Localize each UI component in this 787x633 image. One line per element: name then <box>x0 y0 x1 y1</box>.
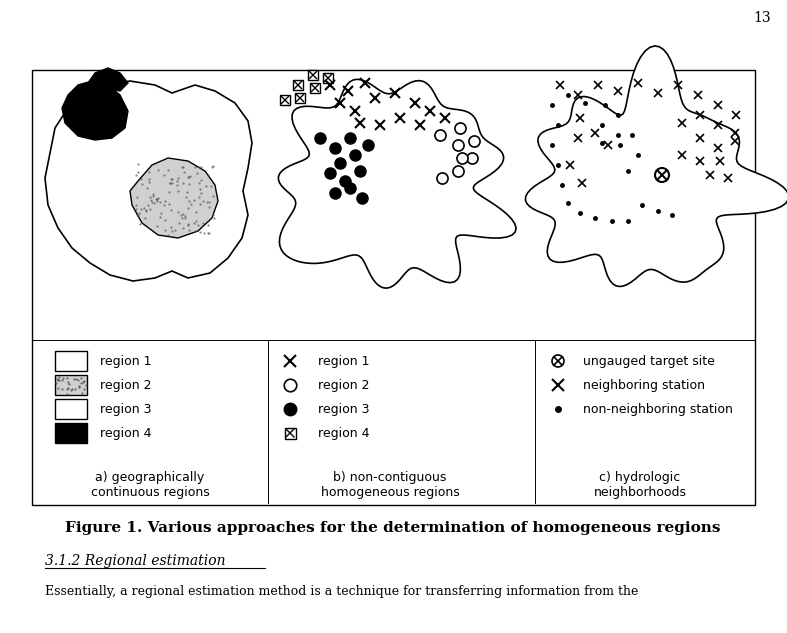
Polygon shape <box>526 46 787 287</box>
Text: region 3: region 3 <box>100 403 152 415</box>
Bar <box>293 80 303 90</box>
Bar <box>55 399 87 419</box>
Bar <box>295 93 305 103</box>
Polygon shape <box>62 81 128 140</box>
Text: c) hydrologic
neighborhoods: c) hydrologic neighborhoods <box>593 471 686 499</box>
Polygon shape <box>88 68 128 91</box>
Bar <box>55 423 87 443</box>
Bar <box>55 351 87 371</box>
Bar <box>323 73 333 83</box>
Bar <box>310 83 320 93</box>
Polygon shape <box>45 81 252 281</box>
Text: ungauged target site: ungauged target site <box>583 354 715 368</box>
Text: region 1: region 1 <box>100 354 152 368</box>
Text: region 3: region 3 <box>318 403 370 415</box>
Polygon shape <box>279 79 516 288</box>
Circle shape <box>552 355 564 367</box>
Text: non-neighboring station: non-neighboring station <box>583 403 733 415</box>
Text: b) non-contiguous
homogeneous regions: b) non-contiguous homogeneous regions <box>320 471 460 499</box>
Bar <box>280 95 290 105</box>
Text: region 2: region 2 <box>318 379 370 391</box>
Text: region 1: region 1 <box>318 354 370 368</box>
Text: neighboring station: neighboring station <box>583 379 705 391</box>
Text: 3.1.2 Regional estimation: 3.1.2 Regional estimation <box>45 554 226 568</box>
Text: a) geographically
continuous regions: a) geographically continuous regions <box>91 471 209 499</box>
Text: region 4: region 4 <box>100 427 152 439</box>
Circle shape <box>655 168 669 182</box>
Bar <box>32 70 755 505</box>
Bar <box>55 375 87 395</box>
Text: 13: 13 <box>753 11 770 25</box>
Text: Essentially, a regional estimation method is a technique for transferring inform: Essentially, a regional estimation metho… <box>45 584 638 598</box>
Text: region 4: region 4 <box>318 427 370 439</box>
Text: region 2: region 2 <box>100 379 152 391</box>
Text: Figure 1. Various approaches for the determination of homogeneous regions: Figure 1. Various approaches for the det… <box>65 521 721 535</box>
Polygon shape <box>130 158 218 238</box>
Bar <box>308 70 318 80</box>
Bar <box>284 427 295 439</box>
